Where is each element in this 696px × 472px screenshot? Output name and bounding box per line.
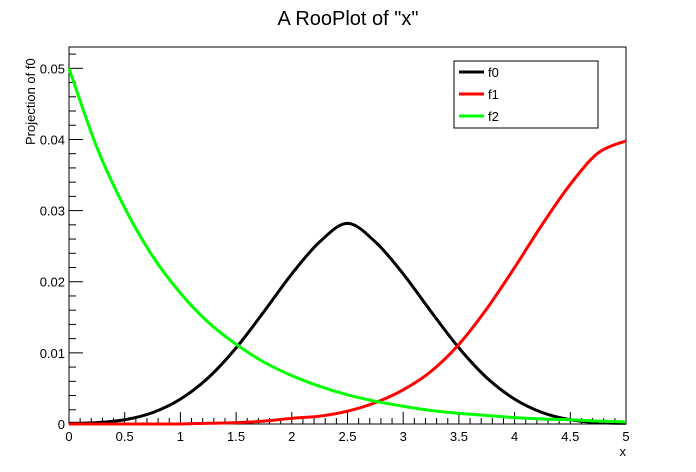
chart-title: A RooPlot of "x" (278, 8, 419, 30)
legend-label-f0: f0 (488, 65, 499, 80)
x-tick-label: 1 (177, 429, 184, 444)
series-line-f0 (68, 221, 627, 425)
series-line-f2 (67, 67, 627, 424)
x-tick-label: 2 (288, 429, 295, 444)
y-tick-label: 0.03 (40, 204, 65, 219)
y-tick-label: 0.05 (40, 61, 65, 76)
x-tick-label: 4 (511, 429, 518, 444)
y-axis-label: Projection of f0 (23, 58, 38, 145)
y-tick-label: 0.02 (40, 275, 65, 290)
x-tick-label: 2.5 (338, 429, 356, 444)
x-tick-label: 1.5 (227, 429, 245, 444)
x-tick-label: 4.5 (561, 429, 579, 444)
x-tick-label: 3.5 (450, 429, 468, 444)
x-tick-label: 3 (400, 429, 407, 444)
legend-label-f2: f2 (488, 109, 499, 124)
series-line-f1 (69, 139, 627, 426)
legend-label-f1: f1 (488, 87, 499, 102)
x-tick-label: 0 (65, 429, 72, 444)
x-tick-label: 0.5 (116, 429, 134, 444)
y-tick-label: 0 (58, 417, 65, 432)
y-tick-label: 0.04 (40, 132, 65, 147)
y-tick-label: 0.01 (40, 346, 65, 361)
x-axis-label: x (620, 444, 627, 459)
x-tick-label: 5 (622, 429, 629, 444)
